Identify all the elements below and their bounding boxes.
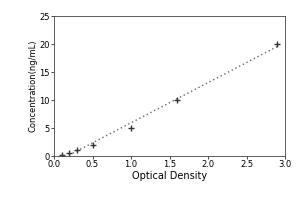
- Y-axis label: Concentration(ng/mL): Concentration(ng/mL): [29, 40, 38, 132]
- X-axis label: Optical Density: Optical Density: [132, 171, 207, 181]
